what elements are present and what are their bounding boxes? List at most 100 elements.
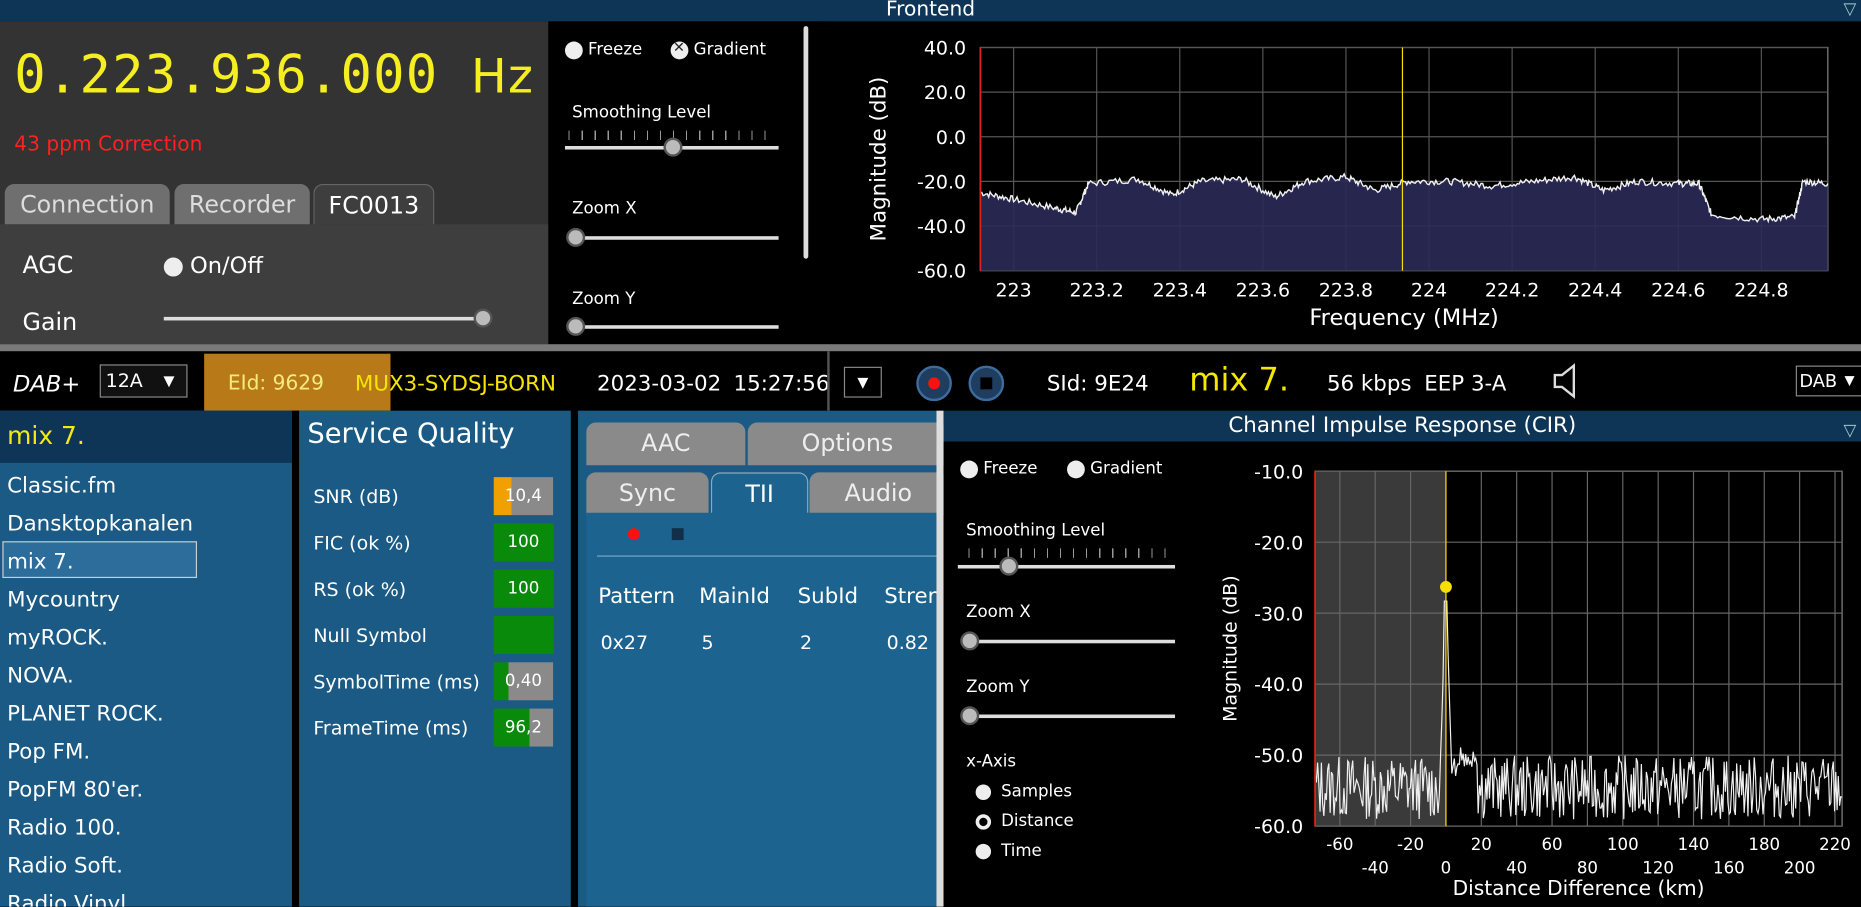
- zoom-y-slider-track[interactable]: [568, 325, 779, 329]
- service-item[interactable]: Dansktopkanalen: [7, 511, 194, 537]
- current-service: mix 7.: [7, 421, 85, 450]
- panel-divider[interactable]: [0, 344, 1861, 352]
- record-icon: [928, 377, 941, 390]
- service-item[interactable]: Classic.fm: [7, 473, 117, 499]
- gradient-option[interactable]: Gradient: [670, 39, 767, 60]
- cir-peak-marker: [1440, 580, 1452, 593]
- channel-select[interactable]: 12A ▼: [99, 364, 188, 398]
- dab-status-bar: DAB+ 12A ▼ EId: 9629 MUX3-SYDSJ-BORN 202…: [0, 351, 1861, 411]
- xaxis-time-option[interactable]: Time: [975, 842, 1042, 861]
- distance-radio[interactable]: [975, 813, 992, 830]
- cir-smoothing-slider-handle[interactable]: [999, 556, 1019, 576]
- tii-record-icon[interactable]: [627, 528, 640, 541]
- tab-tii[interactable]: TII: [710, 472, 809, 516]
- gradient-label: Gradient: [693, 40, 767, 60]
- agc-toggle[interactable]: On/Off: [163, 253, 263, 279]
- service-item[interactable]: PLANET ROCK.: [7, 701, 164, 727]
- x-tick-label: 223.2: [1070, 280, 1124, 302]
- tab-connection[interactable]: Connection: [4, 183, 170, 225]
- ensemble-name: MUX3-SYDSJ-BORN: [354, 371, 556, 397]
- service-item[interactable]: myROCK.: [7, 625, 108, 651]
- smoothing-slider-handle[interactable]: [663, 137, 683, 157]
- xaxis-samples-option[interactable]: Samples: [975, 782, 1073, 802]
- service-item[interactable]: Radio Vinyl: [7, 891, 127, 907]
- service-item[interactable]: mix 7.: [7, 549, 74, 575]
- quality-bar: 96,2: [493, 708, 554, 747]
- cir-zoom-y-slider-track[interactable]: [962, 714, 1176, 719]
- y-axis-label: Magnitude (dB): [866, 77, 891, 242]
- y-tick-label: 40.0: [924, 38, 966, 60]
- y-tick-label: -40.0: [917, 216, 966, 238]
- zoom-y-label: Zoom Y: [572, 289, 636, 309]
- cir-zoom-y-slider-handle[interactable]: [960, 706, 980, 726]
- agc-radio[interactable]: [163, 256, 183, 276]
- cir-shaded-region: [1315, 471, 1446, 827]
- freeze-label: Freeze: [588, 40, 643, 60]
- cir-x-tick-label: 220: [1819, 835, 1851, 854]
- cir-freeze-option[interactable]: Freeze: [960, 459, 1037, 478]
- service-item[interactable]: Mycountry: [7, 587, 120, 613]
- cir-zoom-x-slider-handle[interactable]: [960, 631, 980, 651]
- tab-options[interactable]: Options: [747, 422, 948, 466]
- service-item[interactable]: Pop FM.: [7, 739, 91, 765]
- controls-scrollbar[interactable]: [803, 26, 809, 259]
- cir-x-tick-label: 60: [1541, 835, 1562, 854]
- cir-gradient-radio[interactable]: [1067, 459, 1085, 478]
- cir-collapse-icon[interactable]: ▽: [1843, 421, 1857, 441]
- date: 2023-03-02: [597, 371, 722, 397]
- stop-button[interactable]: [968, 365, 1005, 402]
- y-tick-label: -60.0: [917, 261, 966, 283]
- tab-sync[interactable]: Sync: [586, 472, 709, 516]
- tii-content: [586, 512, 937, 907]
- cir-zoom-y-label: Zoom Y: [966, 677, 1030, 697]
- gradient-checkbox[interactable]: [670, 39, 689, 59]
- cir-freeze-radio[interactable]: [960, 459, 979, 478]
- service-item[interactable]: Radio Soft.: [7, 853, 123, 879]
- tab-aac[interactable]: AAC: [586, 422, 746, 466]
- stop-icon: [980, 377, 993, 390]
- spectrum-chart: 40.0 20.0 0.0 -20.0 -40.0 -60.0 223 223.2 223.4 2…: [866, 38, 1829, 331]
- service-name-display: mix 7.: [1189, 362, 1290, 399]
- cir-x-tick-label: 120: [1642, 859, 1674, 878]
- tii-stop-icon[interactable]: [671, 528, 684, 541]
- tab-recorder[interactable]: Recorder: [174, 183, 310, 225]
- zoom-x-label: Zoom X: [572, 199, 637, 219]
- samples-label: Samples: [1001, 782, 1073, 802]
- quality-label: SymbolTime (ms): [313, 670, 480, 694]
- xaxis-distance-option[interactable]: Distance: [975, 812, 1074, 831]
- cir-zoom-x-slider-track[interactable]: [962, 639, 1176, 644]
- cir-gradient-option[interactable]: Gradient: [1067, 459, 1162, 478]
- gain-slider-handle[interactable]: [473, 308, 493, 328]
- record-button[interactable]: [916, 365, 952, 402]
- freeze-option[interactable]: Freeze: [564, 40, 643, 60]
- tab-audio[interactable]: Audio: [809, 472, 948, 516]
- service-item[interactable]: Radio 100.: [7, 815, 122, 841]
- service-item[interactable]: PopFM 80'er.: [7, 777, 144, 803]
- freeze-radio[interactable]: [564, 40, 583, 59]
- dropdown-button[interactable]: ▼: [843, 366, 882, 398]
- time-radio[interactable]: [975, 843, 992, 859]
- speaker-icon[interactable]: [1552, 362, 1583, 405]
- channel-value: 12A: [105, 369, 143, 392]
- tab-fc0013[interactable]: FC0013: [313, 183, 435, 225]
- zoom-y-slider-handle[interactable]: [566, 316, 586, 336]
- gain-slider-track[interactable]: [163, 316, 485, 321]
- selected-service-highlight: [2, 541, 198, 579]
- zoom-x-slider-handle[interactable]: [566, 227, 586, 247]
- cir-y-tick-label: -60.0: [1254, 816, 1303, 838]
- y-tick-label: -20.0: [917, 171, 966, 193]
- agc-label: AGC: [22, 250, 74, 279]
- cir-chart: -10.0 -20.0 -30.0 -40.0 -50.0 -60.0 -60 -20 20 60…: [1220, 461, 1851, 900]
- cir-smoothing-slider-track[interactable]: [957, 564, 1176, 569]
- service-item[interactable]: NOVA.: [7, 663, 74, 689]
- cir-x-axis-label: Distance Difference (km): [1453, 876, 1705, 900]
- collapse-icon[interactable]: ▽: [1843, 0, 1857, 19]
- samples-radio[interactable]: [975, 783, 992, 800]
- mode-select[interactable]: DAB ▼: [1795, 365, 1861, 397]
- frequency-value: 0.223.936.000: [14, 45, 439, 106]
- cir-y-axis-label: Magnitude (dB): [1220, 575, 1242, 722]
- x-tick-label: 224: [1411, 280, 1447, 302]
- frequency-unit: Hz: [471, 49, 535, 105]
- zoom-x-slider-track[interactable]: [568, 236, 779, 240]
- cir-trace: [1314, 600, 1843, 820]
